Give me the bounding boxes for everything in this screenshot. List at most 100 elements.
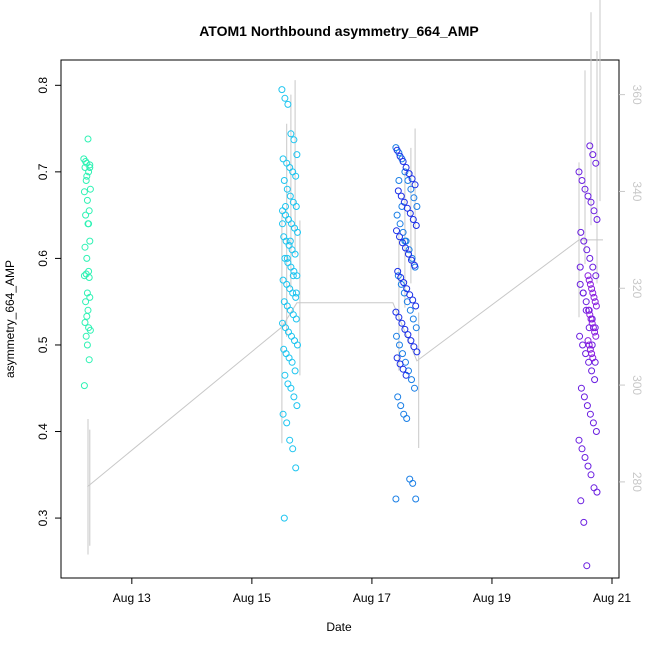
data-point bbox=[403, 415, 411, 422]
data-point bbox=[396, 341, 403, 349]
data-point bbox=[590, 207, 598, 215]
data-point bbox=[291, 367, 299, 375]
data-point bbox=[592, 302, 600, 310]
data-point bbox=[591, 298, 599, 306]
data-point bbox=[81, 243, 89, 251]
data-point bbox=[591, 376, 599, 384]
x-tick-label: Aug 17 bbox=[353, 591, 391, 605]
data-point bbox=[401, 325, 409, 333]
data-point bbox=[577, 228, 585, 236]
data-point bbox=[580, 237, 588, 245]
data-point bbox=[292, 293, 300, 301]
data-point bbox=[408, 256, 415, 264]
data-point bbox=[581, 185, 589, 193]
data-point bbox=[588, 319, 596, 327]
data-point bbox=[395, 313, 403, 321]
data-point bbox=[575, 436, 583, 444]
data-point bbox=[406, 306, 414, 314]
data-point bbox=[592, 272, 600, 280]
data-point bbox=[577, 497, 585, 505]
data-point bbox=[407, 185, 415, 193]
x-tick-label: Aug 13 bbox=[113, 591, 151, 605]
data-point bbox=[393, 211, 401, 219]
data-point bbox=[586, 142, 594, 150]
data-point bbox=[80, 272, 88, 280]
y2-tick-label: 300 bbox=[630, 375, 644, 395]
data-point bbox=[582, 306, 590, 314]
data-point bbox=[288, 220, 295, 228]
data-point bbox=[293, 272, 301, 280]
data-point bbox=[282, 203, 289, 210]
data-point bbox=[395, 177, 403, 184]
data-point bbox=[279, 207, 286, 215]
data-point bbox=[411, 384, 418, 392]
data-point bbox=[285, 354, 293, 362]
data-point bbox=[288, 332, 295, 340]
data-point bbox=[586, 280, 594, 288]
chart-title: ATOM1 Northbound asymmetry_664_AMP bbox=[199, 23, 479, 39]
data-point bbox=[289, 445, 297, 453]
data-point bbox=[286, 285, 294, 293]
data-point bbox=[588, 341, 596, 349]
y-tick-label: 0.5 bbox=[36, 336, 50, 353]
data-point bbox=[576, 280, 584, 288]
x-tick-label: Aug 19 bbox=[473, 591, 511, 605]
data-point bbox=[400, 198, 408, 206]
data-point bbox=[292, 464, 300, 472]
data-point bbox=[290, 136, 298, 144]
data-point bbox=[394, 393, 402, 401]
data-point bbox=[401, 168, 409, 176]
x-axis-label: Date bbox=[326, 620, 352, 634]
data-point bbox=[403, 204, 411, 212]
data-point bbox=[404, 177, 412, 184]
data-point bbox=[83, 196, 91, 204]
y2-tick-label: 320 bbox=[630, 278, 644, 298]
data-point bbox=[409, 296, 417, 304]
data-point bbox=[585, 306, 593, 314]
data-point bbox=[83, 172, 91, 180]
data-point bbox=[590, 484, 598, 492]
data-point bbox=[413, 203, 421, 210]
data-point bbox=[397, 192, 405, 200]
data-point bbox=[587, 315, 595, 323]
data-point bbox=[85, 220, 93, 228]
data-point bbox=[283, 302, 291, 310]
data-point bbox=[412, 222, 420, 229]
data-point bbox=[587, 198, 595, 206]
data-point bbox=[577, 384, 585, 392]
data-point bbox=[279, 276, 287, 284]
data-point bbox=[592, 428, 600, 435]
data-point bbox=[288, 358, 296, 366]
data-point bbox=[579, 341, 587, 349]
data-point bbox=[587, 471, 595, 479]
data-point bbox=[85, 356, 93, 364]
data-point bbox=[392, 308, 400, 316]
data-point bbox=[85, 168, 93, 176]
data-point bbox=[583, 562, 591, 570]
y-tick-label: 0.7 bbox=[36, 163, 50, 180]
data-point bbox=[394, 267, 402, 275]
data-point bbox=[399, 350, 406, 358]
data-point bbox=[582, 298, 590, 306]
data-point bbox=[80, 382, 88, 390]
data-point bbox=[593, 216, 601, 223]
x-tick-label: Aug 21 bbox=[593, 591, 631, 605]
data-point bbox=[291, 250, 299, 258]
data-point bbox=[399, 239, 406, 247]
data-point bbox=[583, 402, 591, 410]
data-point bbox=[294, 228, 301, 236]
data-point bbox=[584, 462, 592, 470]
data-point bbox=[581, 454, 589, 461]
data-point bbox=[286, 436, 294, 444]
y-tick-label: 0.3 bbox=[36, 509, 50, 526]
data-point bbox=[402, 371, 410, 379]
data-point bbox=[283, 254, 291, 262]
data-point bbox=[294, 341, 301, 349]
data-point bbox=[280, 514, 288, 522]
data-point bbox=[282, 211, 289, 219]
y2-tick-label: 360 bbox=[630, 85, 644, 105]
data-point bbox=[409, 479, 417, 487]
data-point bbox=[86, 164, 94, 171]
data-point bbox=[396, 360, 404, 368]
